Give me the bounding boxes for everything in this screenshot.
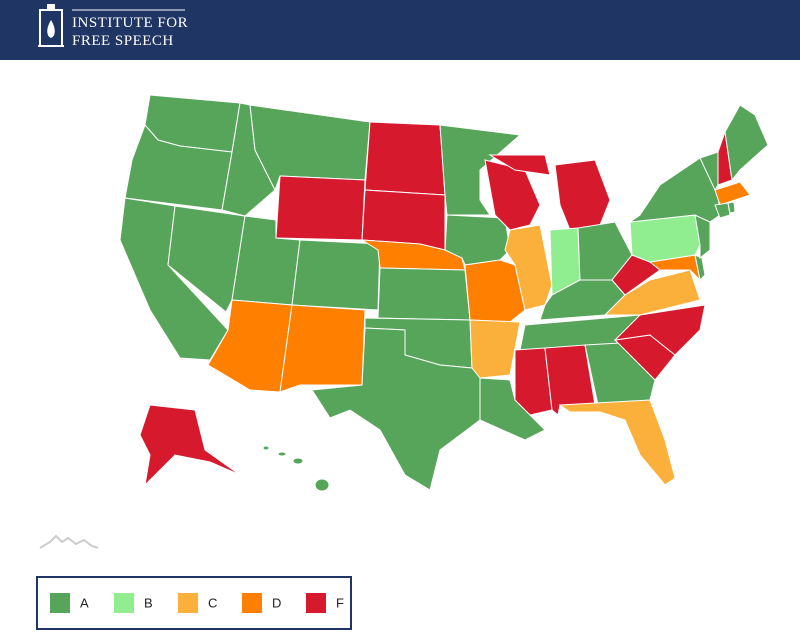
header-title: FREE SPEECH <box>72 33 174 49</box>
state <box>469 319 521 379</box>
state <box>279 304 366 393</box>
state <box>207 299 293 393</box>
state <box>167 205 246 313</box>
state <box>479 377 546 441</box>
state <box>377 267 471 321</box>
logo-top <box>47 4 55 10</box>
state <box>727 201 736 214</box>
state <box>361 239 466 271</box>
state <box>488 154 551 176</box>
legend-swatch <box>178 593 198 613</box>
state <box>314 478 330 492</box>
state <box>504 224 553 311</box>
legend-label: C <box>208 595 217 610</box>
state <box>629 214 701 263</box>
us-map <box>39 94 769 549</box>
legend-label: D <box>272 595 281 610</box>
state <box>139 404 241 487</box>
legend-swatch <box>242 593 262 613</box>
legend-label: A <box>80 595 89 610</box>
state <box>439 124 522 216</box>
header: INSTITUTE FOR FREE SPEECH <box>0 0 800 60</box>
logo-flame <box>47 20 55 38</box>
state <box>262 445 270 451</box>
legend-label: B <box>144 595 153 610</box>
state <box>714 202 731 219</box>
legend-swatch <box>114 593 134 613</box>
state <box>364 121 446 196</box>
state <box>514 347 553 416</box>
state <box>584 342 656 406</box>
state <box>292 457 304 465</box>
legend-swatch <box>50 593 70 613</box>
legend-swatch <box>306 593 326 613</box>
state <box>291 239 381 311</box>
legend-label: F <box>336 595 344 610</box>
state <box>554 159 611 231</box>
watermark <box>39 534 99 549</box>
state <box>277 451 287 457</box>
header-title: INSTITUTE FOR <box>72 15 188 31</box>
state <box>558 399 676 486</box>
state <box>714 181 751 206</box>
state <box>311 327 481 491</box>
header-graphic: INSTITUTE FOR FREE SPEECH <box>38 4 188 49</box>
state <box>275 175 366 241</box>
state <box>724 104 769 182</box>
